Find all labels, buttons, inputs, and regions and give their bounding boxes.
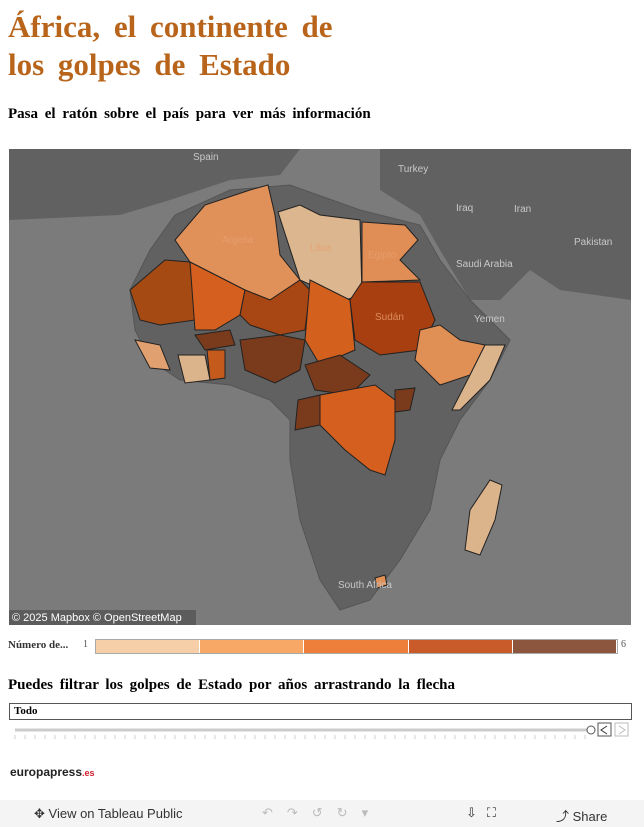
legend-max: 6: [621, 639, 626, 650]
map-label: Saudi Arabia: [456, 259, 513, 270]
view-text: View on Tableau Public: [48, 806, 183, 821]
legend-min: 1: [83, 639, 88, 650]
view-button[interactable]: ✥ View on Tableau Public: [34, 806, 183, 821]
map-label: Argelia: [222, 235, 254, 246]
legend-ramp: [95, 639, 618, 654]
legend-swatch: [96, 640, 201, 653]
toolbar: ✥ View on Tableau Public ↶↷↺↻▾ ⇩⛶ ⤴ Shar…: [0, 800, 644, 827]
legend-title: Número de...: [8, 639, 69, 651]
legend-swatch: [200, 640, 305, 653]
logo: europapress.es: [10, 765, 95, 779]
attribution: © 2025 Mapbox © OpenStreetMap: [12, 612, 182, 624]
share-button[interactable]: ⤴ Share: [556, 809, 608, 824]
map-label: Egipto: [368, 250, 397, 261]
undo-redo: ↶↷↺↻▾: [262, 805, 383, 820]
logo-suffix: .es: [82, 768, 95, 778]
title-line: África, el continente de: [8, 9, 333, 44]
share-text: Share: [572, 809, 608, 824]
map-label: Iran: [514, 204, 531, 215]
legend-swatch: [408, 640, 513, 653]
download-fullscreen[interactable]: ⇩⛶: [466, 805, 506, 820]
map-label: Turkey: [398, 164, 428, 175]
title-line: los golpes de Estado: [8, 47, 291, 82]
map-label: South Africa: [338, 580, 392, 591]
logo-text: europapress: [10, 765, 83, 779]
map-label: Sudán: [375, 312, 404, 323]
filter-instruction: Puedes filtrar los golpes de Estado por …: [8, 677, 455, 693]
filter-dropdown[interactable]: Todo: [9, 703, 632, 720]
title: África, el continente de los golpes de Es…: [8, 8, 332, 84]
map-label: Pakistan: [574, 237, 612, 248]
map-label: Iraq: [456, 203, 473, 214]
map[interactable]: Spain Turkey Iraq Iran Argelia Libia Egi…: [9, 149, 631, 625]
year-slider[interactable]: [9, 722, 631, 742]
map-label: Libia: [310, 243, 332, 254]
legend-swatch: [304, 640, 409, 653]
map-label: Spain: [193, 152, 219, 163]
legend-swatch: [512, 640, 618, 653]
map-label: Yemen: [474, 314, 505, 325]
subtitle: Pasa el ratón sobre el país para ver más…: [8, 106, 371, 122]
